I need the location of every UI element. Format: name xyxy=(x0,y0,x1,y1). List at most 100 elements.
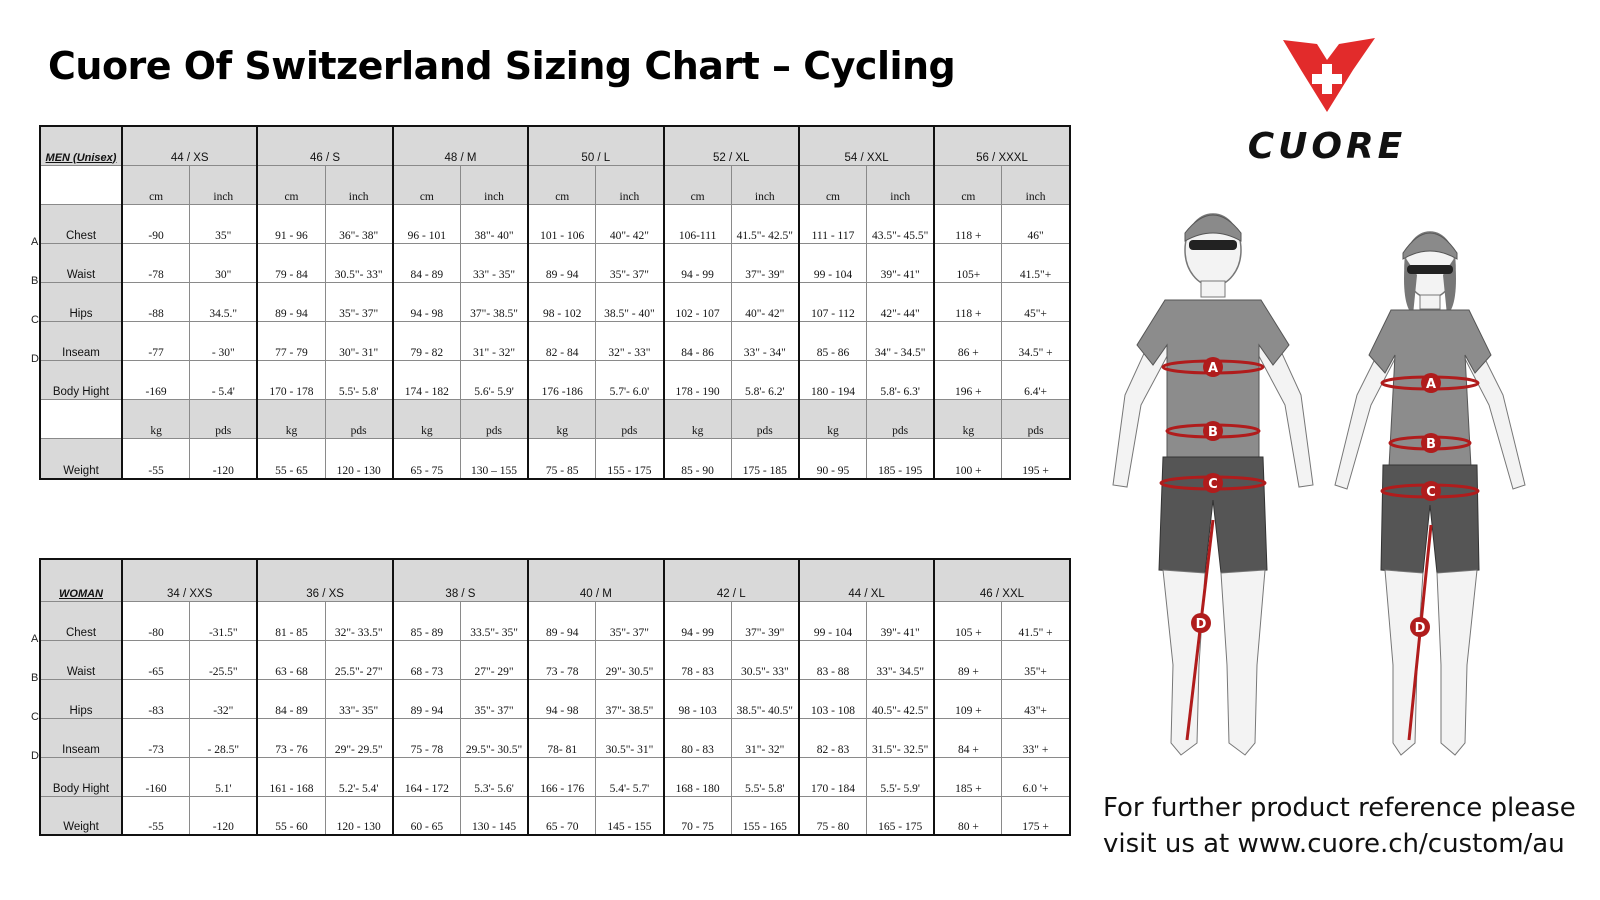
men-row-chest: Chest -90 35" 91 - 96 36"- 38" 96 - 101 38"- 4… xyxy=(39,203,1071,244)
marker-a-male: A xyxy=(1208,361,1218,376)
men-row-letter: C xyxy=(31,314,39,326)
men-cm-value: 91 - 96 xyxy=(256,203,326,244)
woman-row-letter: C xyxy=(31,711,39,723)
woman-metric-value: -160 xyxy=(121,756,191,797)
men-inch-value: 41.5"+ xyxy=(1001,242,1071,283)
woman-imperial-value: 5.3'- 5.6' xyxy=(459,756,530,797)
woman-row-chest: Chest -80 -31.5" 81 - 85 32"- 33.5" 85 - 89 33… xyxy=(39,600,1071,641)
men-inch-value: 30" xyxy=(189,242,259,283)
men-row-body-hight: Body Hight -169- 5.4' 170 - 178 5.5'- 5.8' 1… xyxy=(39,359,1071,400)
men-weight-unit-row: kg pds kg pds kg pds kg pds kg pds kg pds kg pds xyxy=(39,398,1071,439)
men-cm-value: 84 - 86 xyxy=(663,320,732,361)
men-unit-corner xyxy=(39,164,123,205)
woman-metric-value: 89 + xyxy=(933,639,1003,680)
woman-imperial-value: 175 + xyxy=(1001,795,1071,836)
marker-b-male: B xyxy=(1208,425,1218,440)
woman-metric-value: 161 - 168 xyxy=(256,756,326,797)
woman-imperial-value: 33" + xyxy=(1001,717,1071,758)
woman-metric-value: 75 - 78 xyxy=(392,717,461,758)
woman-size-table: WOMAN 34 / XXS 36 / XS 38 / S 40 / M 42 / L 44… xyxy=(39,558,1071,836)
woman-metric-value: 83 - 88 xyxy=(798,639,868,680)
woman-row-inseam: Inseam -73- 28.5" 73 - 76 29"- 29.5" 75 - 78… xyxy=(39,717,1071,758)
marker-b-female: B xyxy=(1426,437,1436,452)
men-cm-value: 85 - 86 xyxy=(798,320,868,361)
men-row-letter: A xyxy=(31,236,39,248)
men-unit-cell: inch xyxy=(866,164,936,205)
men-inch-value: 45"+ xyxy=(1001,281,1071,322)
men-cm-value: 89 - 94 xyxy=(256,281,326,322)
men-cm-value: 106-111 xyxy=(663,203,732,244)
men-kg-value: 85 - 90 xyxy=(663,437,732,480)
marker-c-male: C xyxy=(1208,477,1218,492)
men-cm-value: 180 - 194 xyxy=(798,359,868,400)
cuore-cross-logo-icon xyxy=(1283,38,1375,112)
men-cm-value: 196 + xyxy=(933,359,1003,400)
woman-metric-value: 85 - 89 xyxy=(392,600,461,641)
men-unit-row: cm inch cm inch cm inch cm inch cm inch cm inch cm in… xyxy=(39,164,1071,205)
men-inch-value: 5.8'- 6.2' xyxy=(730,359,800,400)
men-row-waist: Waist -78 30" 79 - 84 30.5"- 33" 84 - 89 33" -… xyxy=(39,242,1071,283)
men-row-inseam: Inseam -77- 30" 77 - 79 30"- 31" 79 - 82 31" … xyxy=(39,320,1071,361)
body-measurement-figures: A B C D A B C D xyxy=(1112,213,1526,756)
men-weight-unit-cell: pds xyxy=(1001,398,1071,439)
woman-imperial-value: 37"- 38.5" xyxy=(595,678,665,719)
men-pds-value: 155 - 175 xyxy=(595,437,665,480)
woman-metric-value: 166 - 176 xyxy=(527,756,597,797)
woman-imperial-value: 5.2'- 5.4' xyxy=(324,756,394,797)
woman-metric-value: 78 - 83 xyxy=(663,639,732,680)
men-row-letter: B xyxy=(31,275,39,287)
men-inch-value: 30"- 31" xyxy=(324,320,394,361)
men-inch-value: 40"- 42" xyxy=(595,203,665,244)
male-markers: A B C D xyxy=(1191,357,1223,633)
men-cm-value: -78 xyxy=(121,242,191,283)
men-pds-value: 195 + xyxy=(1001,437,1071,480)
men-cm-value: 170 - 178 xyxy=(256,359,326,400)
men-inch-value: 42"- 44" xyxy=(866,281,936,322)
men-cm-value: 84 - 89 xyxy=(392,242,461,283)
woman-size-header: 38 / S xyxy=(392,558,530,602)
woman-metric-value: 170 - 184 xyxy=(798,756,868,797)
men-unit-cell: cm xyxy=(798,164,868,205)
woman-imperial-value: 43"+ xyxy=(1001,678,1071,719)
woman-imperial-value: 27"- 29" xyxy=(459,639,530,680)
men-unit-cell: cm xyxy=(663,164,732,205)
men-size-header: 44 / XS xyxy=(121,125,259,166)
men-unit-cell: cm xyxy=(933,164,1003,205)
men-unit-cell: inch xyxy=(459,164,530,205)
men-weight-unit-cell: pds xyxy=(595,398,665,439)
men-weight-unit-cell: kg xyxy=(256,398,326,439)
men-inch-value: 34" - 34.5" xyxy=(866,320,936,361)
men-inch-value: 35" xyxy=(189,203,259,244)
female-markers: A B C D xyxy=(1410,373,1441,637)
woman-row-label: Inseam xyxy=(39,717,123,758)
footer-line-1: For further product reference please xyxy=(1103,793,1576,823)
men-inch-value: 5.7'- 6.0' xyxy=(595,359,665,400)
men-cm-value: 89 - 94 xyxy=(527,242,597,283)
men-unit-cell: inch xyxy=(324,164,394,205)
woman-size-header: 34 / XXS xyxy=(121,558,259,602)
men-row-label: Hips xyxy=(39,281,123,322)
woman-metric-value: 84 - 89 xyxy=(256,678,326,719)
woman-imperial-value: 5.5'- 5.8' xyxy=(730,756,800,797)
men-pds-value: 175 - 185 xyxy=(730,437,800,480)
woman-metric-value: -55 xyxy=(121,795,191,836)
men-cm-value: 82 - 84 xyxy=(527,320,597,361)
woman-metric-value: 98 - 103 xyxy=(663,678,732,719)
woman-imperial-value: 30.5"- 31" xyxy=(595,717,665,758)
woman-metric-value: 94 - 98 xyxy=(527,678,597,719)
male-figure xyxy=(1112,213,1314,756)
men-inch-value: 38"- 40" xyxy=(459,203,530,244)
woman-imperial-value: - 28.5" xyxy=(189,717,259,758)
woman-metric-value: 73 - 78 xyxy=(527,639,597,680)
men-unit-cell: cm xyxy=(527,164,597,205)
men-unit-cell: inch xyxy=(730,164,800,205)
woman-imperial-value: 37"- 39" xyxy=(730,600,800,641)
woman-row-hips: Hips -83 -32" 84 - 89 33"- 35" 89 - 94 35"- 37… xyxy=(39,678,1071,719)
woman-row-label: Waist xyxy=(39,639,123,680)
men-row-label: Weight xyxy=(39,437,123,480)
men-weight-unit-cell: kg xyxy=(121,398,191,439)
men-weight-unit-cell: pds xyxy=(189,398,259,439)
men-corner-label: MEN (Unisex) xyxy=(39,125,123,166)
men-cm-value: 79 - 84 xyxy=(256,242,326,283)
woman-row-letter: A xyxy=(31,633,39,645)
